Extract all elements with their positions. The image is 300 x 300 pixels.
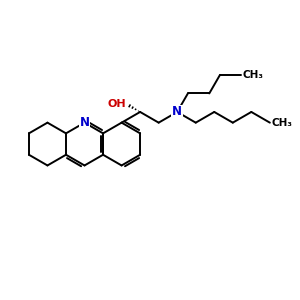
Text: CH₃: CH₃	[271, 118, 292, 128]
Text: OH: OH	[107, 99, 126, 110]
Text: CH₃: CH₃	[243, 70, 264, 80]
Text: N: N	[80, 116, 89, 129]
Text: N: N	[172, 106, 182, 118]
